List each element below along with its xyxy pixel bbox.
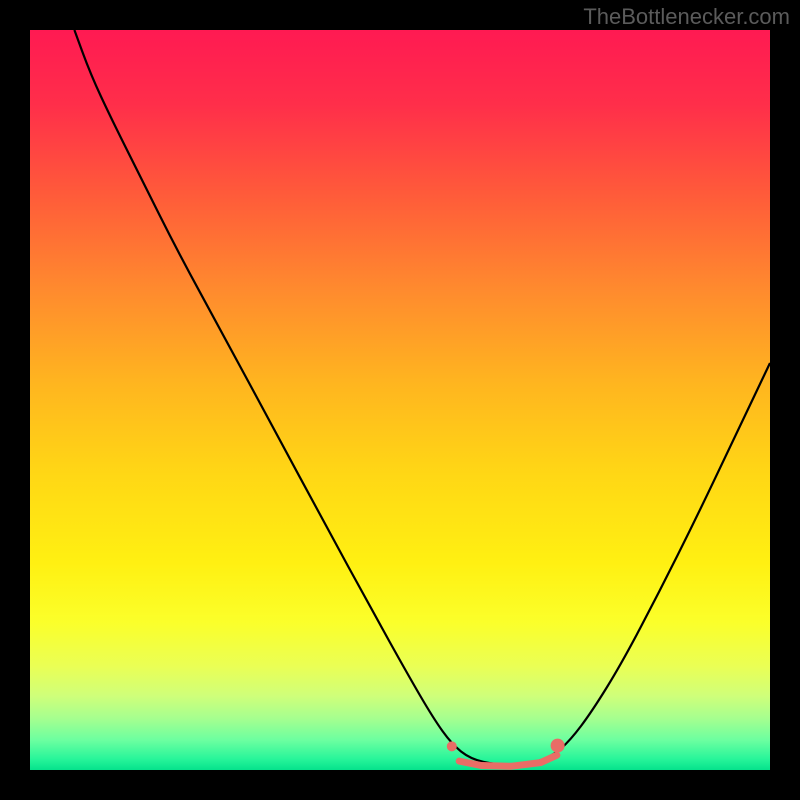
optimal-range-start-dot xyxy=(447,741,457,751)
bottleneck-curve xyxy=(74,30,770,765)
optimal-range-end-dot xyxy=(551,739,565,753)
chart-frame: TheBottlenecker.com xyxy=(0,0,800,800)
optimal-range-segment xyxy=(459,755,557,766)
plot-area xyxy=(30,30,770,770)
curve-layer xyxy=(30,30,770,770)
watermark-text: TheBottlenecker.com xyxy=(583,4,790,30)
